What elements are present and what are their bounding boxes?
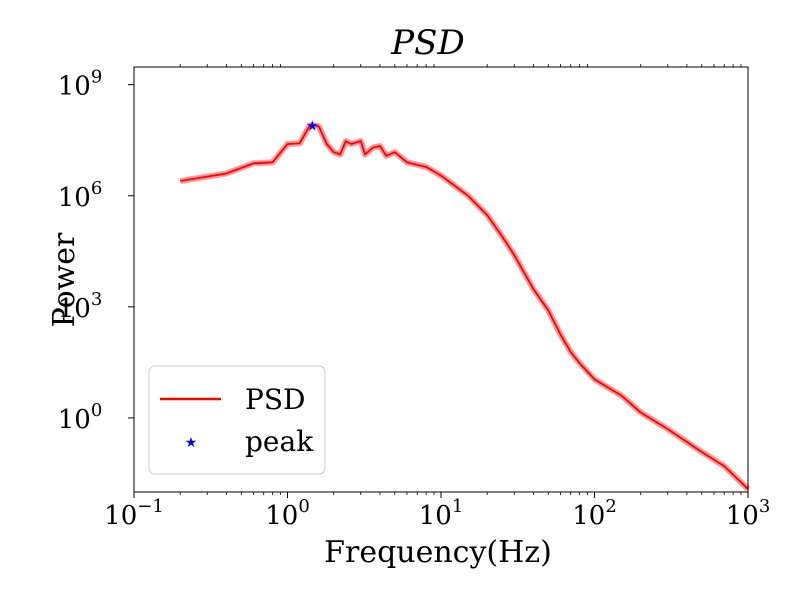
legend-psd-label: PSD — [245, 383, 305, 416]
y-tick-label: 100 — [58, 400, 103, 435]
axes-layer: 10−1 100 101 102 103 100 103 106 109 — [58, 64, 771, 531]
x-tick-label: 102 — [572, 496, 617, 531]
legend: PSD ★ peak — [148, 365, 326, 475]
y-tick-label: 103 — [58, 289, 103, 324]
x-axis-label: Frequency(Hz) — [324, 535, 552, 570]
legend-peak-label: peak — [245, 425, 314, 458]
y-tick-label: 109 — [58, 67, 103, 102]
x-tick-label: 101 — [419, 496, 464, 531]
x-tick-label: 103 — [726, 496, 771, 531]
y-axis-label: Power — [47, 232, 82, 327]
x-tick-label: 100 — [265, 496, 310, 531]
y-tick-label: 106 — [58, 178, 103, 213]
chart-title: PSD — [390, 23, 464, 63]
psd-series-line — [180, 124, 749, 490]
x-tick-label: 10−1 — [104, 496, 164, 531]
series-layer: ★ — [179, 119, 751, 492]
legend-peak-marker: ★ — [185, 436, 198, 451]
legend-box — [148, 365, 326, 475]
peak-marker: ★ — [306, 119, 319, 134]
